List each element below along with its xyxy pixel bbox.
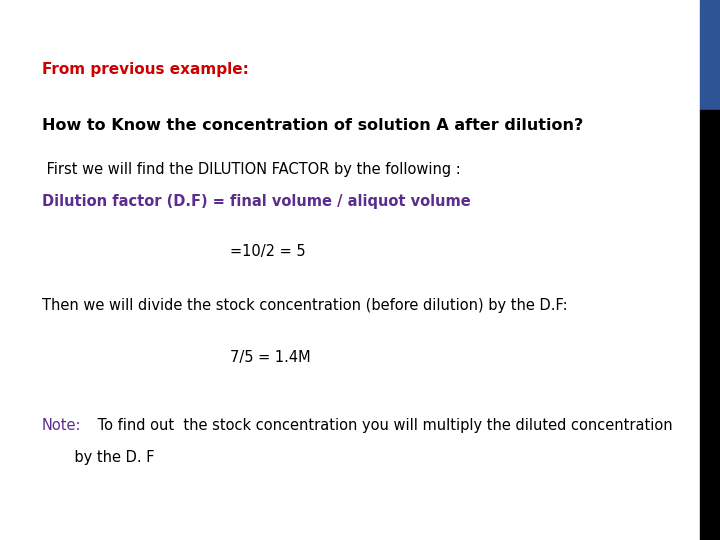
Text: How to Know the concentration of solution A after dilution?: How to Know the concentration of solutio… <box>42 118 583 133</box>
Text: =10/2 = 5: =10/2 = 5 <box>230 244 305 259</box>
Bar <box>700 110 720 540</box>
Text: To find out  the stock concentration you will multiply the diluted concentration: To find out the stock concentration you … <box>93 418 672 433</box>
Text: 7/5 = 1.4M: 7/5 = 1.4M <box>230 350 310 365</box>
Text: Note:: Note: <box>42 418 81 433</box>
Text: Then we will divide the stock concentration (before dilution) by the D.F:: Then we will divide the stock concentrat… <box>42 298 567 313</box>
Text: First we will find the DILUTION FACTOR by the following :: First we will find the DILUTION FACTOR b… <box>42 162 461 177</box>
Bar <box>700 0 720 110</box>
Text: Dilution factor (D.F) = final volume / aliquot volume: Dilution factor (D.F) = final volume / a… <box>42 194 471 209</box>
Text: by the D. F: by the D. F <box>42 450 155 465</box>
Text: From previous example:: From previous example: <box>42 62 249 77</box>
